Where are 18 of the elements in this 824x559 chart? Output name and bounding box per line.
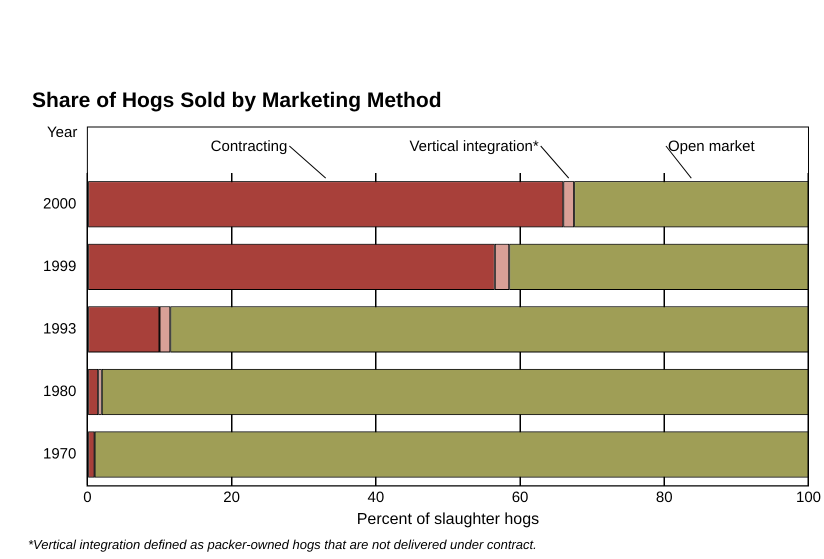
y-tick-label: 1993	[42, 320, 76, 338]
y-tick-label: 1999	[42, 258, 76, 275]
series-label: Open market	[668, 138, 756, 155]
y-axis-title: Year	[47, 124, 78, 141]
y-tick-label: 2000	[42, 195, 76, 212]
x-tick-label: 80	[656, 488, 673, 506]
x-tick-label: 0	[83, 488, 92, 506]
text: *Vertical integration defined as packer-owned hogs that are not delivered under contract.	[28, 537, 537, 552]
y-tick-label: 1970	[42, 446, 76, 463]
x-axis-title: Percent of slaughter hogs	[356, 510, 540, 528]
text: Vertical integration*	[409, 138, 539, 155]
x-tick-label: 100	[796, 488, 821, 506]
chart-title: Share of Hogs Sold by Marketing Method	[32, 89, 442, 112]
series-label: Contracting	[210, 138, 288, 155]
x-tick-label: 20	[223, 488, 240, 506]
x-tick-label: 60	[512, 488, 528, 506]
y-tick-label: 1980	[42, 383, 76, 400]
x-tick-label: 40	[367, 488, 384, 506]
